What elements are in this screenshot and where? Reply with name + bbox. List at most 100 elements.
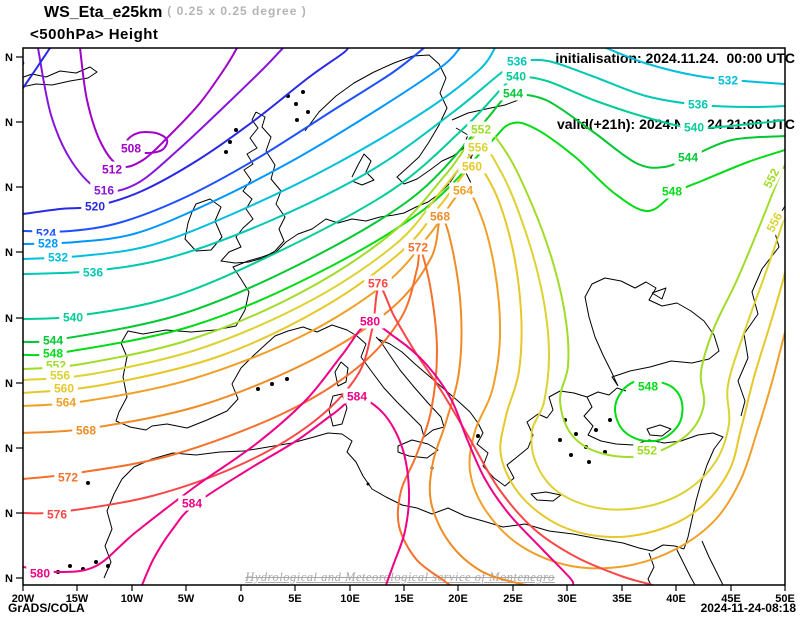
contour-label-560: 560 <box>458 158 486 174</box>
contour-label-520: 520 <box>81 198 109 214</box>
model-name: WS_Eta_e25km <box>44 4 163 21</box>
island-dot <box>558 438 562 442</box>
contour-value: 540 <box>63 311 83 325</box>
contour-label-544: 544 <box>499 85 527 101</box>
contour-label-552: 552 <box>633 442 661 458</box>
contour-label-572: 572 <box>404 239 432 255</box>
x-tick-label: 35E <box>612 593 632 605</box>
island-dot <box>569 453 573 457</box>
coastline <box>351 153 375 186</box>
contour-value: 560 <box>462 160 482 174</box>
page-title: WS_Eta_e25km ( 0.25 x 0.25 degree ) <box>44 4 307 22</box>
island-dot <box>366 482 370 486</box>
contour-label-580: 580 <box>356 313 384 329</box>
coastline <box>530 491 562 502</box>
contour-label-536: 536 <box>684 96 712 112</box>
x-tick-label: 40E <box>666 593 686 605</box>
contour-548 <box>613 378 684 443</box>
contour-572 <box>23 246 451 585</box>
field-title: <500hPa> Height <box>30 26 159 43</box>
contour-552 <box>23 129 785 459</box>
contour-label-532: 532 <box>44 249 72 265</box>
contour-value: 536 <box>688 98 708 112</box>
island-dot <box>270 382 274 386</box>
contour-value: 568 <box>430 210 450 224</box>
contour-label-576: 576 <box>364 275 392 291</box>
contour-label-556: 556 <box>46 367 74 383</box>
y-tick-label: N <box>5 313 13 325</box>
x-tick-label: 20W <box>12 593 35 605</box>
coastline <box>646 424 672 437</box>
contour-536 <box>23 58 785 275</box>
contour-value: 540 <box>506 70 526 84</box>
island-dot <box>68 564 72 568</box>
y-tick-label: N <box>5 182 13 194</box>
contour-label-528: 528 <box>34 235 62 251</box>
contour-label-572: 572 <box>54 469 82 485</box>
contour-value: 548 <box>43 347 63 361</box>
island-dot <box>256 387 260 391</box>
x-tick-label: 0 <box>238 593 244 605</box>
coastline <box>356 335 445 438</box>
contour-value: 548 <box>662 185 682 199</box>
island-dot <box>603 450 607 454</box>
contour-532 <box>605 48 785 85</box>
island-dot <box>476 434 480 438</box>
coastline <box>115 214 395 431</box>
contour-560 <box>23 165 785 539</box>
contour-label-544: 544 <box>39 332 67 348</box>
contour-548 <box>23 121 785 357</box>
contour-value: 528 <box>38 237 58 251</box>
map-frame <box>22 47 786 586</box>
contour-label-548: 548 <box>39 345 67 361</box>
contour-value: 552 <box>637 444 657 458</box>
island-dot <box>106 564 110 568</box>
island-dot <box>294 102 298 106</box>
creation-timestamp: 2024-11-24-08:18 <box>700 601 796 615</box>
contour-528 <box>23 48 461 245</box>
island-dot <box>234 128 238 132</box>
contour-label-540: 540 <box>502 68 530 84</box>
contour-value: 580 <box>360 315 380 329</box>
contour-value: 544 <box>503 87 523 101</box>
contour-value: 572 <box>408 241 428 255</box>
x-tick-label: 45E <box>721 593 741 605</box>
contour-label-584: 584 <box>178 495 206 511</box>
x-tick-label: 25E <box>503 593 523 605</box>
coastline <box>220 111 286 264</box>
model-resolution: ( 0.25 x 0.25 degree ) <box>167 4 307 18</box>
contour-value: 580 <box>30 567 50 581</box>
contour-value: 544 <box>678 151 698 165</box>
coastline <box>334 361 349 387</box>
contour-value: 584 <box>347 390 367 404</box>
y-tick-label: N <box>5 117 13 129</box>
island-dot <box>224 150 228 154</box>
contour-label-536: 536 <box>79 264 107 280</box>
coastline <box>451 98 522 121</box>
contour-value: 532 <box>718 74 738 88</box>
contour-value: 568 <box>76 424 96 438</box>
contour-value: 556 <box>50 369 70 383</box>
contour-value: 576 <box>368 277 388 291</box>
contour-556 <box>23 147 785 511</box>
contour-564 <box>23 189 785 570</box>
coastline <box>184 198 223 252</box>
island-dot <box>608 418 612 422</box>
contour-value: 508 <box>121 142 141 156</box>
contour-label-548: 548 <box>634 378 662 394</box>
x-tick-label: 5W <box>178 593 195 605</box>
contour-value: 532 <box>48 251 68 265</box>
contour-568 <box>23 216 534 585</box>
contour-label-576: 576 <box>43 506 71 522</box>
y-tick-label: N <box>5 378 13 390</box>
coastline <box>304 54 475 216</box>
contour-value: 512 <box>102 163 122 177</box>
contour-label-564: 564 <box>449 182 477 198</box>
island-dot <box>86 481 90 485</box>
y-tick-label: N <box>5 247 13 259</box>
y-tick-label: N <box>5 508 13 520</box>
x-tick-label: 10E <box>340 593 360 605</box>
x-tick-label: 30E <box>557 593 577 605</box>
contour-value: 520 <box>85 200 105 214</box>
